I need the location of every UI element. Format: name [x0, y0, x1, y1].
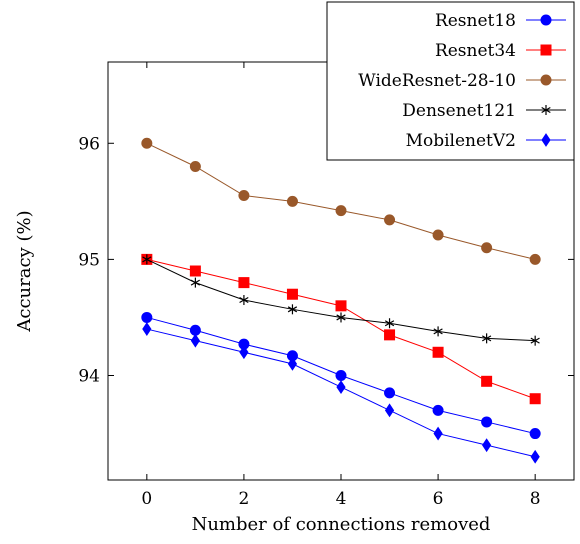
data-point-wideresnet-28-10: [481, 242, 493, 254]
data-point-resnet34: [529, 393, 541, 405]
data-point-mobilenetv2: [384, 403, 395, 418]
data-point-resnet34: [432, 346, 444, 358]
legend-label: WideResnet-28-10: [358, 71, 516, 91]
data-point-mobilenetv2: [190, 333, 200, 348]
data-point-resnet34: [481, 375, 493, 387]
data-point-densenet121: [239, 295, 249, 306]
data-point-wideresnet-28-10: [432, 229, 444, 241]
series-layer: [141, 137, 541, 464]
data-point-mobilenetv2: [287, 356, 298, 371]
x-tick-label: 0: [141, 489, 152, 509]
data-point-densenet121: [530, 335, 540, 346]
y-tick-label: 94: [78, 367, 100, 387]
data-point-densenet121: [336, 312, 346, 323]
legend-label: MobilenetV2: [406, 131, 516, 151]
x-tick-label: 2: [239, 489, 250, 509]
x-tick-label: 6: [433, 489, 444, 509]
data-point-wideresnet-28-10: [529, 253, 541, 265]
data-point-densenet121: [433, 326, 443, 337]
data-point-resnet34: [238, 277, 250, 289]
series-resnet18: [141, 311, 541, 440]
data-point-wideresnet-28-10: [189, 161, 201, 172]
legend-item-resnet18: Resnet18: [435, 11, 566, 31]
data-point-wideresnet-28-10: [238, 190, 250, 202]
data-point-mobilenetv2: [239, 345, 249, 360]
data-point-densenet121: [190, 277, 201, 288]
data-point-wideresnet-28-10: [335, 205, 347, 217]
data-point-wideresnet-28-10: [286, 195, 298, 207]
data-point-resnet18: [481, 416, 493, 428]
legend-item-mobilenetv2: MobilenetV2: [406, 131, 566, 151]
series-line-wideresnet-28-10: [146, 142, 536, 260]
legend-marker: [541, 105, 551, 115]
x-axis-label: Number of connections removed: [192, 514, 491, 535]
legend-label: Densenet121: [402, 101, 516, 121]
legend-marker: [540, 44, 552, 56]
y-tick-label: 95: [78, 250, 100, 270]
legend-marker: [540, 74, 552, 86]
series-densenet121: [142, 254, 540, 346]
data-point-wideresnet-28-10: [141, 137, 153, 149]
data-point-resnet18: [189, 324, 201, 336]
data-point-resnet18: [529, 428, 541, 440]
legend-label: Resnet18: [435, 11, 516, 31]
legend: Resnet18 Resnet34 WideResnet-28-10 Densenet…: [326, 1, 575, 161]
data-point-resnet18: [432, 404, 444, 416]
x-tick-label: 4: [336, 489, 347, 509]
data-point-resnet34: [189, 265, 201, 277]
data-point-densenet121: [142, 254, 152, 265]
data-point-densenet121: [384, 318, 395, 329]
legend-marker: [541, 133, 551, 147]
legend-item-densenet121: Densenet121: [402, 101, 566, 121]
data-point-resnet34: [335, 300, 347, 312]
data-point-mobilenetv2: [336, 380, 346, 395]
data-point-mobilenetv2: [530, 449, 540, 464]
data-point-mobilenetv2: [433, 426, 443, 441]
y-axis-label: Accuracy (%): [14, 210, 35, 332]
data-point-wideresnet-28-10: [384, 214, 396, 226]
data-point-mobilenetv2: [482, 438, 492, 453]
data-point-resnet18: [141, 311, 153, 323]
legend-box: [326, 1, 575, 161]
data-point-resnet34: [286, 288, 298, 300]
data-point-densenet121: [287, 304, 298, 315]
legend-marker: [540, 14, 552, 26]
data-point-densenet121: [481, 333, 492, 344]
series-wideresnet-28-10: [141, 137, 541, 265]
x-tick-label: 8: [530, 489, 541, 509]
series-line-densenet121: [146, 258, 536, 342]
legend-item-resnet34: Resnet34: [435, 41, 566, 61]
y-tick-label: 96: [78, 134, 100, 154]
legend-item-wideresnet-28-10: WideResnet-28-10: [358, 71, 566, 91]
data-point-mobilenetv2: [142, 322, 152, 336]
series-mobilenetv2: [142, 322, 540, 464]
data-point-resnet34: [384, 329, 396, 341]
data-point-resnet18: [335, 370, 347, 381]
data-point-resnet18: [384, 387, 396, 399]
legend-label: Resnet34: [435, 41, 516, 61]
